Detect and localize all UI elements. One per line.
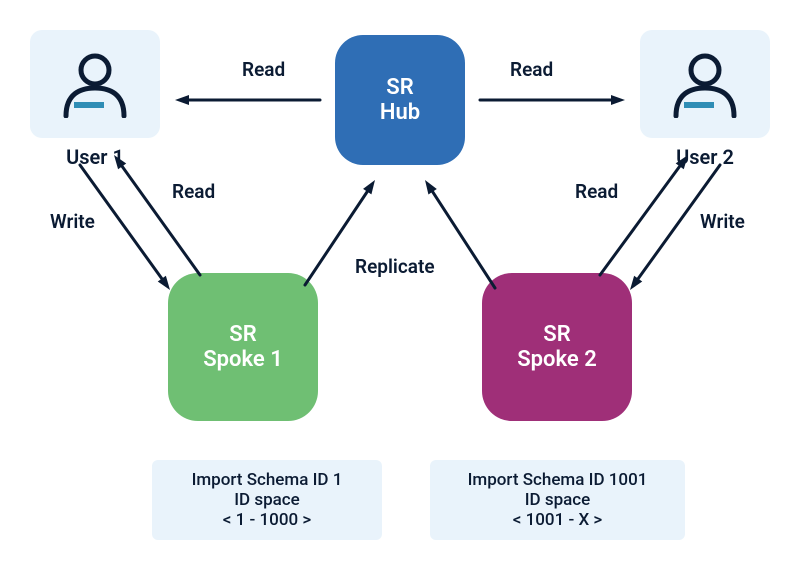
user-icon: [56, 50, 134, 118]
info2-line1: Import Schema ID 1001: [468, 470, 648, 490]
label-read-ru: Read: [575, 180, 618, 203]
info2-line2: ID space: [525, 490, 591, 510]
hub-node: SR Hub: [335, 35, 465, 165]
info1-line1: Import Schema ID 1: [192, 470, 343, 490]
user-icon: [666, 50, 744, 118]
label-read-right: Read: [510, 58, 553, 81]
label-read-left: Read: [242, 58, 285, 81]
info2-line3: < 1001 - X >: [513, 510, 603, 530]
spoke1-node: SR Spoke 1: [168, 273, 318, 421]
spoke1-line2: Spoke 1: [203, 347, 283, 372]
user2-label: User 2: [640, 145, 770, 169]
label-read-lu: Read: [172, 180, 215, 203]
label-replicate: Replicate: [355, 255, 435, 278]
spoke2-node: SR Spoke 2: [482, 273, 632, 421]
hub-line1: SR: [386, 75, 413, 100]
info1-line2: ID space: [234, 490, 300, 510]
spoke2-line1: SR: [543, 322, 570, 347]
label-write-left: Write: [50, 210, 95, 233]
user2-node: [640, 30, 770, 138]
hub-line2: Hub: [380, 100, 420, 125]
user1-label: User 1: [30, 145, 160, 169]
info-box-1: Import Schema ID 1 ID space < 1 - 1000 >: [152, 460, 382, 540]
label-write-right: Write: [700, 210, 745, 233]
info-box-2: Import Schema ID 1001 ID space < 1001 - …: [430, 460, 685, 540]
user1-node: [30, 30, 160, 138]
spoke2-line2: Spoke 2: [517, 347, 597, 372]
spoke1-line1: SR: [229, 322, 256, 347]
info1-line3: < 1 - 1000 >: [223, 510, 311, 530]
